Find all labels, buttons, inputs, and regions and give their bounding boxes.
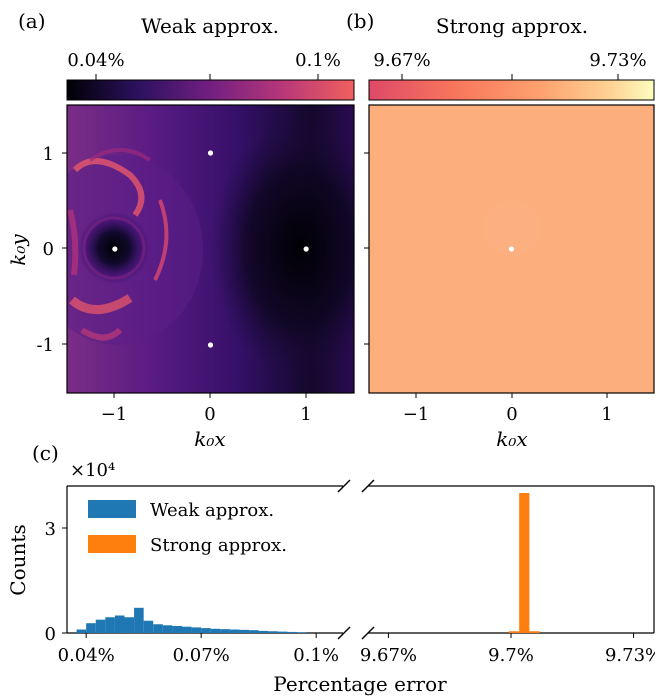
panel-c-tag: (c) [32, 441, 59, 465]
panel-a-colorbar [66, 79, 355, 101]
panel-a-heatmap [67, 105, 354, 393]
histogram-bar-strong [519, 493, 530, 633]
histogram-bar-weak [297, 632, 307, 633]
legend-label-strong: Strong approx. [150, 535, 287, 556]
panel-b-colorbar-tick-min: 9.67% [373, 50, 430, 71]
histogram-bar-weak [95, 619, 106, 633]
histogram-bar-weak [191, 627, 202, 633]
histogram-bar-weak [153, 624, 163, 633]
panel-a-colorbar-tick-min: 0.04% [67, 50, 124, 71]
panel-b-x-tick-1: 1 [601, 404, 612, 425]
panel-a-y-tick-neg1: -1 [36, 335, 54, 356]
panel-a-y-label: k₀y [6, 234, 30, 266]
panel-b-heatmap-feature [484, 200, 540, 256]
panel-a-y-tick-0: 0 [43, 239, 54, 260]
panel-b-x-label: k₀x [496, 427, 527, 451]
panel-c-y-label: Counts [6, 524, 30, 595]
panel-c-y-tick-3: 3 [45, 519, 56, 540]
histogram-bar-weak [287, 631, 297, 633]
axis-break-marks [337, 479, 375, 640]
legend-label-weak: Weak approx. [150, 500, 274, 521]
histogram-bar-weak [162, 625, 173, 633]
histogram-bar-weak [201, 628, 211, 633]
histogram-bar-weak [249, 630, 259, 633]
panel-a-point [303, 246, 309, 252]
panel-b-colorbar-tick-max: 9.73% [589, 50, 646, 71]
legend-swatch-weak [88, 500, 136, 518]
histogram-bar-weak [220, 629, 230, 633]
panel-b-x-tick-0: 0 [506, 404, 517, 425]
panel-a-colorbar-tick-max: 0.1% [295, 50, 341, 71]
panel-c-multiplier: ×10⁴ [70, 460, 115, 481]
panel-c-left-x-tick-label: 0.04% [58, 645, 115, 666]
histogram-bar-weak [124, 617, 135, 633]
panel-a-tag: (a) [18, 9, 46, 33]
histogram-bar-weak [268, 631, 278, 633]
panel-a-x-tick-0: 0 [204, 404, 215, 425]
panel-c-right-x-tick-label: 9.7% [488, 645, 534, 666]
panel-b-title: Strong approx. [436, 14, 588, 38]
panel-a-title: Weak approx. [141, 14, 279, 38]
histogram-bar-weak [105, 617, 115, 633]
panel-b-colorbar [368, 79, 655, 101]
histogram-bar-weak [172, 626, 182, 633]
histogram-bar-strong [508, 631, 520, 633]
histogram-bar-weak [258, 630, 269, 633]
panel-a-x-tick-1: 1 [300, 404, 311, 425]
panel-c-legend: Weak approx. Strong approx. [88, 500, 287, 556]
panel-c-x-ticks: 0.04% 0.07% 0.1% 9.67% 9.7% 9.73% [58, 633, 655, 666]
histogram-bar-weak [76, 629, 87, 633]
panel-a-x-tick-neg1: −1 [101, 404, 128, 425]
panel-a-point [112, 246, 118, 252]
histogram-bar-weak [114, 615, 125, 633]
panel-c-left-x-tick-label: 0.1% [293, 645, 339, 666]
histogram-bar-weak [86, 623, 96, 633]
panel-a-point [207, 342, 214, 348]
histogram-bar-weak [134, 607, 144, 633]
panel-c-y-tick-0: 0 [45, 624, 56, 645]
legend-swatch-strong [88, 535, 136, 553]
panel-a-point [207, 150, 214, 156]
panel-c-left-x-tick-label: 0.07% [173, 645, 230, 666]
panel-c-bars [76, 493, 540, 633]
histogram-bar-weak [143, 620, 154, 633]
panel-c-right-x-tick-label: 9.73% [605, 645, 655, 666]
histogram-bar-weak [210, 628, 221, 633]
histogram-bar-weak [229, 629, 240, 633]
histogram-bar-weak [277, 631, 288, 633]
panel-c-x-label: Percentage error [273, 672, 447, 696]
panel-c-right-x-tick-label: 9.67% [360, 645, 417, 666]
panel-b-x-tick-neg1: −1 [403, 404, 430, 425]
panel-a-x-label: k₀x [194, 427, 225, 451]
panel-b-tag: (b) [346, 9, 374, 33]
histogram-bar-weak [239, 629, 250, 633]
panel-a-y-tick-1: 1 [43, 144, 54, 165]
panel-b-points [508, 246, 515, 252]
panel-a-points [112, 150, 309, 348]
panel-b-point [508, 246, 515, 252]
histogram-bar-strong [529, 631, 540, 633]
histogram-bar-weak [182, 626, 192, 633]
